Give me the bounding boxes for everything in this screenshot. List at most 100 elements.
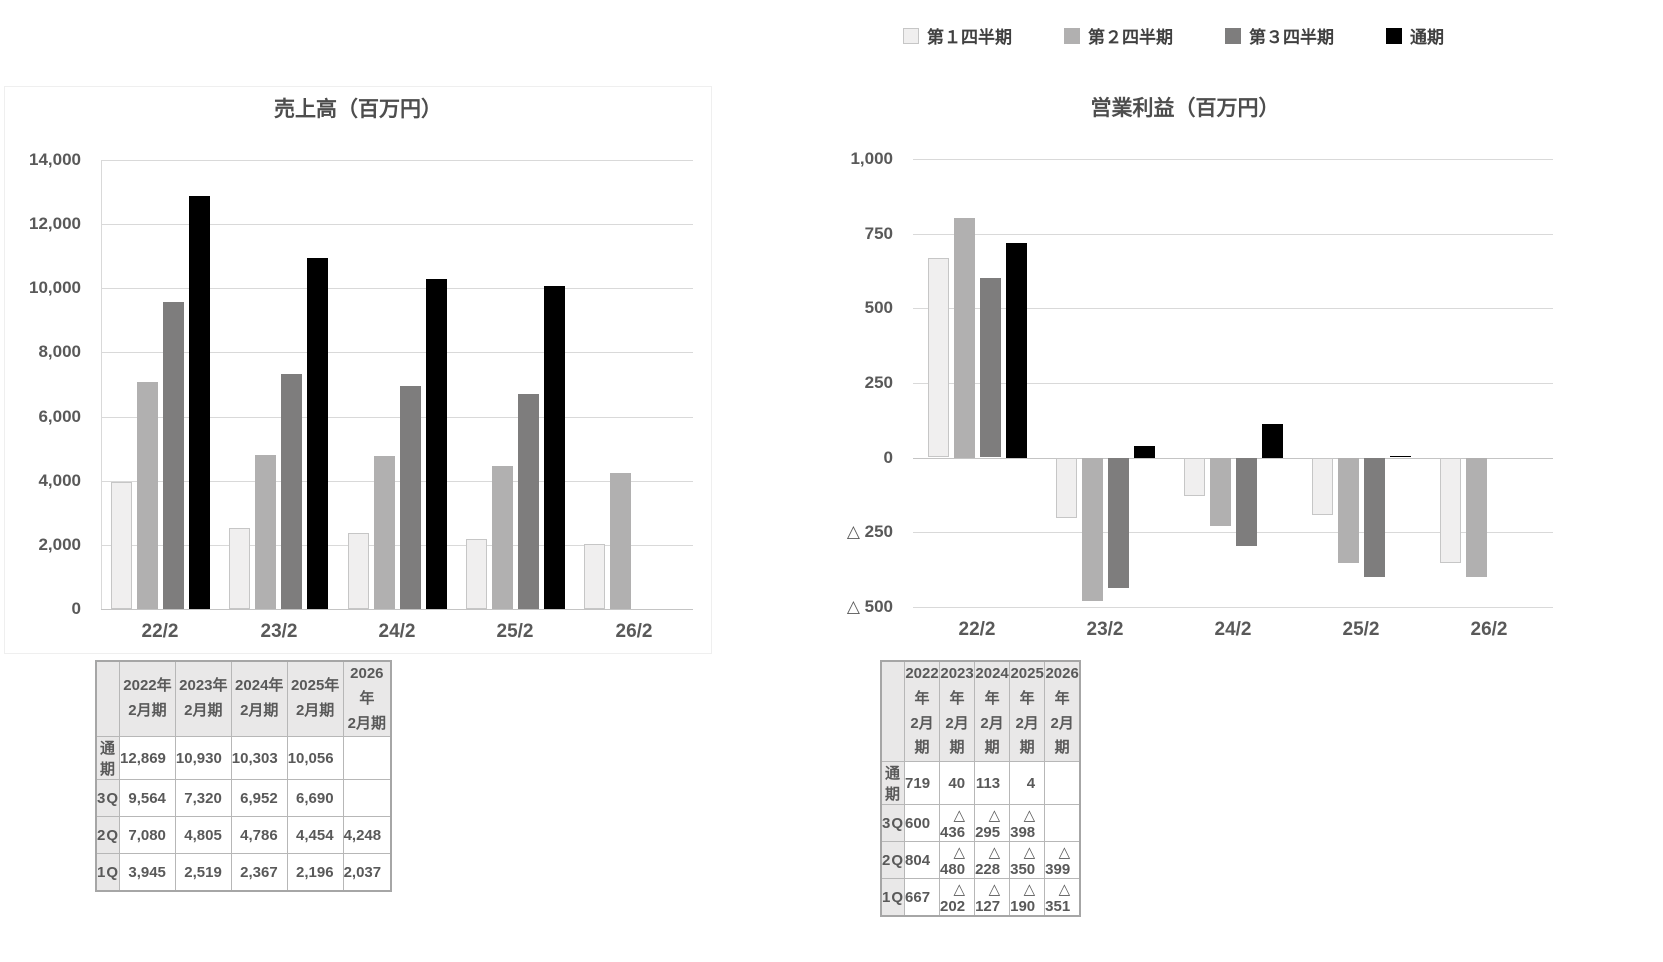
gridline — [101, 224, 693, 225]
y-axis-label: 6,000 — [38, 407, 81, 426]
table-row: 2Q 7,080 4,805 4,786 4,454 4,248 — [95, 816, 392, 855]
value-cell: △ 399 — [1044, 841, 1081, 879]
legend-item-q3: 第３四半期 — [1225, 23, 1334, 48]
bar-q1-26/2 — [1440, 458, 1461, 563]
bar-q3-25/2 — [518, 394, 539, 609]
table-header-row: 2022年 2月期 2023年 2月期 2024年 2月期 2025年 2月期 2026… — [880, 660, 1081, 762]
value-cell: 10,930 — [174, 736, 232, 781]
gridline — [101, 288, 693, 289]
value-cell: 2,196 — [286, 853, 344, 892]
gridline — [101, 545, 693, 546]
column-header-cell: 2023年 2月期 — [939, 660, 976, 762]
gridline — [101, 352, 693, 353]
profit-table: 2022年 2月期 2023年 2月期 2024年 2月期 2025年 2月期 2026… — [880, 660, 1082, 917]
bar-full-23/2 — [1134, 446, 1155, 458]
bar-q2-22/2 — [137, 382, 158, 609]
table-body: 通期 719 40 113 4 3Q 600 △ 436 △ 295 △ 398 2Q 804 △ 48… — [880, 761, 1081, 917]
legend-item-full: 通期 — [1386, 23, 1444, 48]
table-body: 通期 12,869 10,930 10,303 10,056 3Q 9,564 7,320 6,… — [95, 736, 392, 892]
bar-q1-22/2 — [928, 258, 949, 457]
bar-q3-24/2 — [400, 386, 421, 609]
row-label: 通期 — [880, 761, 906, 805]
value-cell: 4,805 — [174, 816, 232, 855]
chart-legend: 第１四半期 第２四半期 第３四半期 通期 — [903, 23, 1444, 48]
column-header-cell: 2024年 2月期 — [230, 660, 288, 738]
y-axis-label: 12,000 — [29, 214, 81, 233]
x-axis-label: 24/2 — [1214, 619, 1252, 640]
column-header-cell: 2025年 2月期 — [1009, 660, 1046, 762]
bar-q2-23/2 — [1082, 458, 1103, 601]
bar-full-24/2 — [426, 279, 447, 609]
value-cell: △ 398 — [1009, 804, 1046, 842]
bar-q1-23/2 — [1056, 458, 1077, 518]
bar-q2-24/2 — [1210, 458, 1231, 526]
gridline — [101, 417, 693, 418]
bar-q2-22/2 — [954, 218, 975, 458]
x-axis-label: 23/2 — [260, 621, 298, 642]
sales-chart-title: 売上高（百万円） — [274, 98, 442, 121]
value-cell — [1044, 761, 1081, 805]
value-cell: 113 — [974, 761, 1011, 805]
table-row: 2Q 804 △ 480 △ 228 △ 350 △ 399 — [880, 841, 1081, 879]
value-cell: △ 190 — [1009, 878, 1046, 917]
y-axis-label: 500 — [864, 298, 893, 317]
legend-item-q1: 第１四半期 — [903, 23, 1012, 48]
y-axis-label: 8,000 — [38, 342, 81, 361]
bar-q2-26/2 — [610, 473, 631, 609]
table-header-row: 2022年 2月期 2023年 2月期 2024年 2月期 2025年 2月期 2026… — [95, 660, 392, 738]
legend-swatch-full-icon — [1386, 27, 1402, 44]
bar-q1-25/2 — [1312, 458, 1333, 515]
y-axis-label: 750 — [864, 224, 893, 243]
row-label: 1Q — [95, 853, 121, 892]
value-cell: 6,952 — [230, 779, 288, 818]
gridline — [913, 458, 1553, 459]
bar-q1-24/2 — [1184, 458, 1205, 496]
gridline — [101, 609, 693, 610]
bar-full-23/2 — [307, 258, 328, 609]
row-label: 2Q — [95, 816, 121, 855]
table-head: 2022年 2月期 2023年 2月期 2024年 2月期 2025年 2月期 2026… — [880, 660, 1081, 762]
value-cell: 3,945 — [119, 853, 176, 892]
gridline — [913, 159, 1553, 160]
column-header-cell: 2022年 2月期 — [119, 660, 176, 738]
row-label: 1Q — [880, 878, 906, 917]
x-axis-label: 25/2 — [496, 621, 534, 642]
legend-swatch-q2-icon — [1064, 27, 1080, 44]
value-cell: △ 351 — [1044, 878, 1081, 917]
bar-q1-25/2 — [466, 539, 487, 609]
x-axis-label: 25/2 — [1342, 619, 1380, 640]
value-cell: 804 — [904, 841, 941, 879]
bar-q2-24/2 — [374, 456, 395, 609]
value-cell: 2,367 — [230, 853, 288, 892]
row-label: 通期 — [95, 736, 121, 781]
y-axis-label: 1,000 — [850, 149, 893, 168]
value-cell: △ 228 — [974, 841, 1011, 879]
gridline — [913, 234, 1553, 235]
bar-q3-23/2 — [1108, 458, 1129, 588]
y-axis-label: △ 500 — [846, 597, 893, 616]
bar-full-22/2 — [189, 196, 210, 609]
y-axis-label: 0 — [71, 599, 81, 618]
corner-cell — [95, 660, 121, 738]
sales-chart: 売上高（百万円） 14,000 12,000 10,000 8,000 6,000 4,0… — [4, 86, 712, 654]
y-axis-line — [101, 160, 102, 609]
bar-q2-26/2 — [1466, 458, 1487, 577]
bar-q3-22/2 — [163, 302, 184, 609]
value-cell: 719 — [904, 761, 941, 805]
x-axis-label: 26/2 — [1470, 619, 1508, 640]
value-cell — [342, 736, 392, 781]
column-header-cell: 2024年 2月期 — [974, 660, 1011, 762]
value-cell: 4 — [1009, 761, 1046, 805]
row-label: 3Q — [880, 804, 906, 842]
value-cell: 40 — [939, 761, 976, 805]
table-row: 3Q 600 △ 436 △ 295 △ 398 — [880, 804, 1081, 842]
y-axis-label: 10,000 — [29, 278, 81, 297]
profit-chart-title: 営業利益（百万円） — [1090, 97, 1280, 120]
bar-q2-25/2 — [492, 466, 513, 609]
value-cell: 12,869 — [119, 736, 176, 781]
value-cell: 2,519 — [174, 853, 232, 892]
value-cell: △ 295 — [974, 804, 1011, 842]
value-cell: △ 127 — [974, 878, 1011, 917]
table-row: 通期 719 40 113 4 — [880, 761, 1081, 805]
table-row: 1Q 3,945 2,519 2,367 2,196 2,037 — [95, 853, 392, 892]
